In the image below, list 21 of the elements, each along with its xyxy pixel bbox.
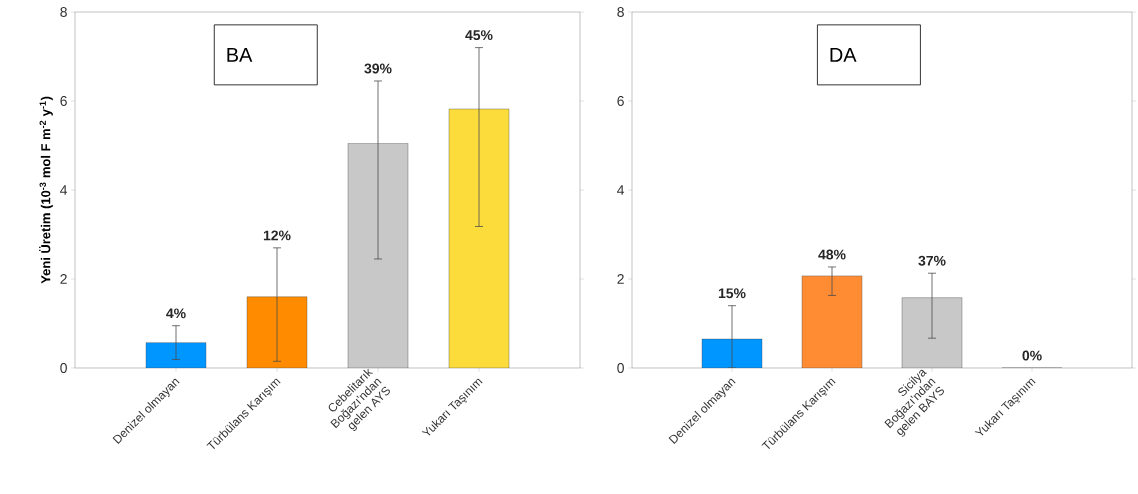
y-tick-label: 0 [617,363,624,373]
annotation: 12% [263,230,291,241]
annotation: 0% [1022,350,1042,361]
y-tick-label: 4 [60,185,68,195]
annotation: 48% [818,249,846,260]
y-tick-label: 8 [617,7,624,17]
y-tick-label: 2 [617,274,624,284]
annotation: BA [227,48,253,62]
y-axis-title: Yeni Üretim (10$^{-3}$ mol F m$^{-2}$ y$^{-1}$) [39,96,53,284]
annotation: 39% [364,63,392,74]
annotation: 45% [465,30,493,41]
annotation: 4% [166,308,186,319]
y-tick-label: 4 [617,185,625,195]
y-tick-label: 6 [60,96,67,106]
y-tick-label: 6 [617,96,624,106]
y-tick-label: 8 [60,7,67,17]
annotation: 37% [918,255,946,266]
annotation: 15% [718,288,746,299]
y-tick-label: 2 [60,274,67,284]
y-tick-label: 0 [60,363,67,373]
annotation: DA [830,48,857,62]
